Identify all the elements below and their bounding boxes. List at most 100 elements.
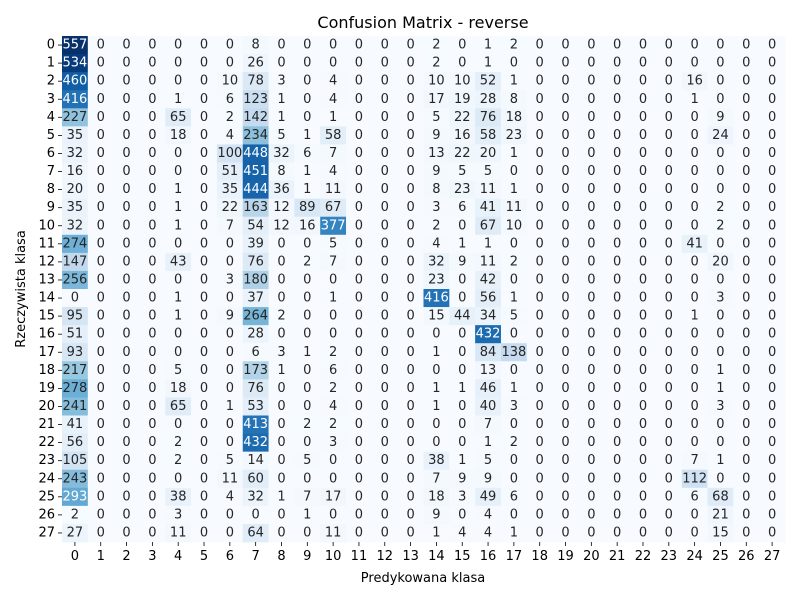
heatmap-cell — [759, 54, 786, 73]
heatmap-cell-value: 5 — [458, 164, 466, 179]
heatmap-cell-value: 0 — [122, 182, 130, 197]
heatmap-cell — [681, 108, 708, 127]
heatmap-cell — [371, 36, 399, 55]
heatmap-cell — [759, 252, 786, 272]
heatmap-cell-value: 0 — [561, 435, 569, 450]
heatmap-cell-value: 0 — [639, 471, 647, 486]
heatmap-cell — [113, 397, 140, 416]
heatmap-cell — [604, 180, 631, 200]
heatmap-cell-value: 0 — [122, 525, 130, 540]
heatmap-cell — [604, 487, 631, 507]
heatmap-cell — [294, 72, 321, 91]
heatmap-cell-value: 5 — [303, 453, 311, 468]
heatmap-cell — [578, 252, 605, 272]
heatmap-cell — [87, 307, 115, 326]
heatmap-cell-value: 0 — [277, 507, 285, 522]
heatmap-cell-value: 0 — [639, 56, 647, 71]
heatmap-cell — [294, 216, 321, 236]
heatmap-cell-value: 432 — [476, 327, 501, 342]
heatmap-cell-value: 1 — [432, 525, 440, 540]
heatmap-cell-value: 0 — [613, 309, 621, 324]
heatmap-cell-value: 0 — [303, 525, 311, 540]
heatmap-cell-value: 3 — [277, 74, 285, 89]
heatmap-cell — [294, 415, 321, 434]
heatmap-cell-value: 0 — [122, 399, 130, 414]
heatmap-cell — [346, 126, 373, 145]
heatmap-cell-value: 0 — [122, 164, 130, 179]
heatmap-cell — [707, 234, 734, 254]
heatmap-cell — [500, 198, 528, 218]
heatmap-cell-value: 0 — [122, 471, 130, 486]
heatmap-cell-value: 0 — [639, 327, 647, 342]
heatmap-cell-value: 0 — [561, 182, 569, 197]
heatmap-cell-value: 11 — [170, 525, 187, 540]
heatmap-cell — [294, 469, 321, 489]
heatmap-cell — [216, 144, 244, 163]
heatmap-cell — [578, 216, 605, 236]
heatmap-cell — [165, 198, 192, 218]
heatmap-cell-value: 0 — [277, 435, 285, 450]
heatmap-cell — [526, 36, 554, 55]
heatmap-cell-value: 0 — [406, 453, 414, 468]
heatmap-cell — [62, 343, 89, 362]
x-tick-label: 13 — [402, 549, 419, 564]
heatmap-cell — [346, 343, 373, 362]
heatmap-cell-value: 0 — [768, 182, 776, 197]
heatmap-cell-value: 0 — [200, 56, 208, 71]
heatmap-cell-value: 0 — [742, 417, 750, 432]
heatmap-cell-value: 0 — [277, 236, 285, 251]
heatmap-cell — [87, 397, 115, 416]
heatmap-cell — [681, 252, 708, 272]
heatmap-cell — [526, 307, 554, 326]
heatmap-cell — [165, 343, 192, 362]
heatmap-cell — [681, 126, 708, 145]
heatmap-cell-value: 0 — [381, 489, 389, 504]
heatmap-cell-value: 0 — [97, 164, 105, 179]
heatmap-cell — [165, 487, 192, 507]
heatmap-cell-value: 52 — [480, 74, 497, 89]
heatmap-cell-value: 11 — [325, 525, 342, 540]
heatmap-cell — [552, 343, 579, 362]
heatmap-cell — [397, 505, 424, 525]
heatmap-cell-value: 0 — [122, 38, 130, 53]
heatmap-cell-value: 20 — [67, 182, 84, 197]
heatmap-cell — [371, 234, 399, 254]
heatmap-cell-value: 2 — [226, 110, 234, 125]
heatmap-cell — [733, 234, 760, 254]
heatmap-cell — [371, 361, 399, 380]
heatmap-cell-value: 0 — [97, 381, 105, 396]
heatmap-cell-value: 0 — [122, 254, 130, 269]
heatmap-cell-value: 0 — [406, 164, 414, 179]
heatmap-cell — [320, 325, 347, 344]
heatmap-cell — [526, 361, 554, 380]
heatmap-cell-value: 0 — [768, 128, 776, 143]
heatmap-cells — [62, 36, 786, 543]
heatmap-cell — [320, 198, 347, 218]
heatmap-cell-value: 0 — [561, 345, 569, 360]
heatmap-cell — [62, 36, 89, 55]
heatmap-cell-value: 0 — [639, 399, 647, 414]
heatmap-cell — [139, 90, 166, 109]
heatmap-cell-value: 0 — [226, 327, 234, 342]
heatmap-cell — [552, 361, 579, 380]
heatmap-cell — [500, 180, 528, 200]
heatmap-cell-value: 0 — [355, 435, 363, 450]
heatmap-cell — [449, 216, 476, 236]
heatmap-cell-value: 2 — [716, 200, 724, 215]
heatmap-cell-value: 0 — [742, 399, 750, 414]
heatmap-cell — [294, 108, 321, 127]
heatmap-cell — [139, 162, 166, 181]
heatmap-cell — [294, 379, 321, 398]
heatmap-cell-value: 22 — [454, 110, 471, 125]
heatmap-cell-value: 0 — [355, 399, 363, 414]
heatmap-cell — [371, 451, 399, 471]
heatmap-cell-value: 11 — [506, 200, 523, 215]
heatmap-cell — [759, 361, 786, 380]
heatmap-cell — [371, 343, 399, 362]
heatmap-cell — [578, 415, 605, 434]
heatmap-cell-value: 0 — [768, 399, 776, 414]
heatmap-cell-value: 0 — [174, 236, 182, 251]
heatmap-cell-value: 0 — [665, 92, 673, 107]
heatmap-cell-value: 13 — [480, 363, 497, 378]
heatmap-cell-value: 0 — [406, 381, 414, 396]
